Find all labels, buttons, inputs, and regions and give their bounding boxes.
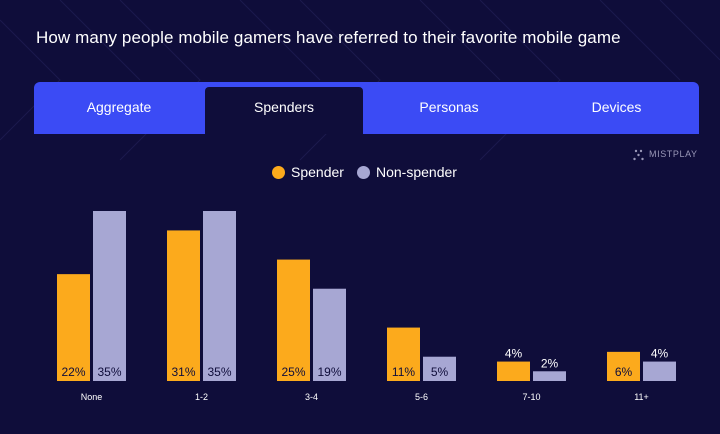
tab-personas[interactable]: Personas (364, 82, 534, 134)
bar-spender (167, 230, 200, 381)
tab-personas-label: Personas (419, 99, 479, 115)
brand: MISTPLAY (633, 149, 698, 161)
x-tick-label: 11+ (634, 392, 649, 402)
chart-title: How many people mobile gamers have refer… (36, 28, 621, 47)
bar-non-spender (313, 288, 346, 381)
bar-spender (57, 274, 90, 381)
tab-spenders[interactable]: Spenders (205, 87, 363, 134)
data-label-spender: 25% (281, 365, 305, 379)
x-tick-label: 5-6 (415, 392, 428, 402)
bar-spender (277, 259, 310, 381)
x-tick-label: 3-4 (305, 392, 318, 402)
mistplay-logo-icon (633, 149, 644, 161)
tab-aggregate-label: Aggregate (86, 99, 152, 115)
bar-spender (387, 327, 420, 381)
tab-spenders-label: Spenders (254, 99, 314, 115)
bar-non-spender (93, 211, 126, 381)
brand-name: MISTPLAY (649, 149, 698, 159)
data-label-spender: 11% (392, 365, 415, 379)
data-label-non-spender: 35% (97, 365, 121, 379)
tab-bar: Aggregate Spenders Personas Devices (34, 82, 699, 134)
tab-aggregate[interactable]: Aggregate (34, 82, 204, 134)
tab-devices[interactable]: Devices (534, 82, 699, 134)
x-tick-label: 1-2 (195, 392, 208, 402)
data-label-spender: 22% (61, 365, 85, 379)
legend-label-spender: Spender (291, 164, 344, 180)
legend-swatch-non-spender (357, 166, 370, 179)
bar-non-spender (533, 371, 566, 381)
bar-spender (607, 351, 640, 381)
data-label-non-spender: 2% (541, 356, 559, 370)
x-tick-label: 7-10 (522, 392, 540, 402)
data-label-spender: 31% (171, 365, 195, 379)
legend-swatch-spender (272, 166, 285, 179)
bar-spender (497, 361, 530, 381)
bar-non-spender (643, 361, 676, 381)
data-label-non-spender: 19% (317, 365, 341, 379)
bar-non-spender (423, 356, 456, 381)
bar-non-spender (203, 211, 236, 381)
legend-label-non-spender: Non-spender (376, 164, 457, 180)
tab-devices-label: Devices (591, 99, 642, 115)
data-label-non-spender: 4% (651, 347, 669, 361)
data-label-non-spender: 35% (207, 365, 231, 379)
data-label-spender: 6% (615, 365, 633, 379)
data-label-non-spender: 5% (431, 365, 449, 379)
data-label-spender: 4% (505, 347, 523, 361)
x-tick-label: None (81, 392, 103, 402)
